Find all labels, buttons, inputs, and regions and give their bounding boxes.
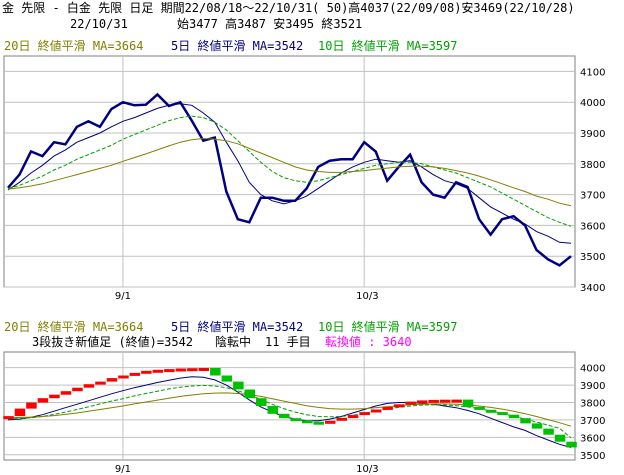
kagi-brick-25	[290, 418, 301, 422]
y-tick-label-0-7: 4100	[580, 67, 605, 78]
kagi-brick-37	[428, 399, 439, 403]
kagi-label: 3段抜き新値足 (終値)=3542	[32, 334, 193, 349]
kagi-brick-11	[129, 372, 141, 376]
header-date: 22/10/31	[70, 17, 128, 31]
kagi-brick-40	[462, 399, 474, 407]
legend2-ma10: 10日 終値平滑 MA=3597	[318, 319, 457, 334]
kagi-panel-y-axis: 3500 3600 3700 3800 3900 4000	[580, 364, 605, 462]
kagi-brick-3	[37, 398, 49, 403]
x-tick-label-0-0: 9/1	[115, 291, 131, 302]
y-tick-label-0-5: 3900	[580, 129, 605, 140]
y-tick-label-0-0: 3400	[580, 283, 605, 294]
y-tick-label-1-4: 3900	[580, 381, 605, 392]
kagi-brick-42	[485, 409, 497, 413]
kagi-brick-29	[336, 417, 347, 421]
kagi-brick-24	[279, 413, 290, 419]
kagi-brick-39	[451, 399, 462, 403]
kagi-brick-14	[164, 369, 175, 373]
turn-value: 転換値 : 3640	[325, 334, 412, 349]
price-panel-y-axis: 3400 3500 3600 3700 3800 3900 4000 4100	[580, 67, 605, 294]
kagi-brick-4	[49, 394, 60, 399]
series-ma5-0	[7, 103, 572, 244]
kagi-brick-27	[313, 421, 324, 425]
series-ma20-1	[7, 392, 572, 427]
y-tick-label-1-5: 4000	[580, 364, 605, 375]
y-tick-label-1-3: 3800	[580, 399, 605, 410]
kagi-brick-0	[3, 416, 14, 420]
kagi-brick-47	[543, 428, 554, 435]
kagi-brick-9	[106, 378, 118, 382]
kagi-brick-30	[347, 415, 359, 419]
kagi-brick-17	[198, 368, 210, 371]
kagi-brick-26	[302, 420, 313, 424]
kagi-brick-44	[508, 414, 520, 419]
kagi-panel-bricks	[3, 368, 577, 448]
series-ma10-0	[7, 115, 572, 227]
x-tick-label-1-0: 9/1	[115, 464, 131, 475]
kagi-brick-5	[60, 391, 72, 395]
kagi-brick-48	[554, 434, 566, 442]
kagi-brick-34	[393, 404, 405, 408]
y-tick-label-0-6: 4000	[580, 98, 605, 109]
y-tick-label-1-0: 3500	[580, 451, 605, 462]
kagi-brick-6	[72, 387, 83, 392]
legend2-ma5: 5日 終値平滑 MA=3542	[171, 319, 303, 334]
chart-header-title: 金 先限 - 白金 先限 日足 期間22/08/18～22/10/31( 50)…	[0, 0, 624, 16]
kagi-brick-23	[267, 406, 278, 414]
kagi-brick-31	[359, 412, 370, 416]
kagi-brick-7	[83, 384, 95, 388]
series-price-0	[7, 92, 572, 267]
header-title-text: 金 先限 - 白金 先限 日足 期間22/08/18～22/10/31( 50)…	[2, 1, 575, 15]
kagi-brick-16	[187, 368, 198, 372]
chart-header-ohlc: 22/10/31 始3477 高3487 安3495 終3521	[0, 16, 624, 32]
price-panel-series	[7, 92, 572, 267]
series-ma20-0	[7, 137, 572, 207]
kagi-brick-43	[497, 412, 508, 416]
y-tick-label-0-3: 3700	[580, 191, 605, 202]
price-panel-grid	[4, 56, 575, 288]
kagi-brick-22	[256, 398, 267, 406]
legend2-ma20: 20日 終値平滑 MA=3664	[4, 319, 143, 334]
kagi-brick-12	[141, 370, 152, 374]
legend-ma10: 10日 終値平滑 MA=3597	[318, 38, 457, 53]
kagi-brick-10	[118, 375, 129, 379]
kagi-brick-1	[14, 408, 26, 417]
kagi-brick-20	[233, 381, 244, 390]
y-tick-label-1-2: 3700	[580, 416, 605, 427]
y-tick-label-1-1: 3600	[580, 433, 605, 444]
kagi-brick-35	[405, 401, 416, 405]
trend-status: 陰転中	[215, 334, 251, 349]
kagi-brick-41	[474, 406, 485, 410]
kagi-panel-x-axis: 9/1 10/3	[115, 464, 379, 475]
step-count: 11 手目	[265, 335, 311, 349]
kagi-brick-33	[382, 406, 393, 410]
legend-ma5: 5日 終値平滑 MA=3542	[171, 38, 303, 53]
kagi-brick-8	[95, 381, 106, 385]
series-ma10-1	[7, 384, 572, 439]
kagi-brick-19	[221, 375, 233, 382]
header-ohlc-values: 始3477 高3487 安3495 終3521	[177, 17, 363, 31]
kagi-brick-13	[152, 369, 164, 373]
x-tick-label-1-1: 10/3	[356, 464, 378, 475]
kagi-brick-32	[370, 409, 382, 413]
kagi-brick-36	[416, 400, 428, 404]
y-tick-label-0-4: 3800	[580, 160, 605, 171]
y-tick-label-0-1: 3500	[580, 252, 605, 263]
kagi-brick-21	[244, 389, 255, 399]
kagi-brick-46	[531, 423, 543, 429]
price-panel-x-axis: 9/1 10/3	[115, 291, 379, 302]
x-tick-label-0-1: 10/3	[356, 291, 378, 302]
kagi-brick-28	[325, 420, 336, 424]
kagi-brick-18	[210, 368, 221, 376]
kagi-panel-frame	[3, 351, 576, 461]
y-tick-label-0-2: 3600	[580, 221, 605, 232]
kagi-brick-45	[520, 418, 531, 424]
kagi-brick-49	[566, 441, 577, 448]
kagi-brick-15	[175, 368, 187, 372]
kagi-brick-2	[26, 402, 37, 409]
kagi-brick-38	[439, 399, 451, 403]
legend-ma20: 20日 終値平滑 MA=3664	[4, 38, 143, 53]
